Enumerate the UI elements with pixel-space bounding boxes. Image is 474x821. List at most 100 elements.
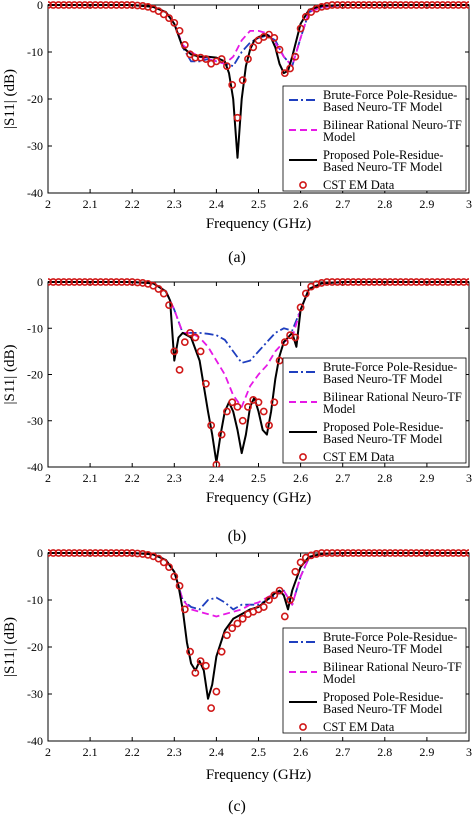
em-data-point — [191, 333, 200, 342]
em-data-point — [328, 1, 337, 9]
x-tick-label: 3 — [466, 471, 472, 485]
em-data-point — [323, 549, 331, 557]
em-data-point — [396, 549, 405, 557]
y-tick-label: -30 — [27, 139, 43, 153]
legend: Brute-Force Pole-Residue-Based Neuro-TF … — [282, 627, 467, 734]
em-data-point — [422, 549, 431, 557]
legend: Brute-Force Pole-Residue-Based Neuro-TF … — [282, 357, 467, 464]
em-data-point — [212, 460, 221, 467]
em-data-point — [407, 278, 416, 286]
em-data-point — [80, 278, 89, 286]
em-data-point — [422, 278, 431, 286]
em-data-point — [459, 549, 468, 557]
em-data-point — [454, 278, 463, 286]
em-data-point — [433, 278, 442, 286]
em-data-point — [159, 289, 168, 298]
x-axis-label: Frequency (GHz) — [206, 216, 311, 232]
x-tick-label: 2.5 — [251, 471, 266, 485]
y-tick-label: -20 — [27, 92, 43, 106]
em-data-point — [354, 1, 363, 9]
em-data-point — [349, 278, 358, 286]
em-data-point — [233, 402, 242, 411]
em-data-point — [328, 278, 337, 286]
em-data-point — [365, 1, 373, 9]
legend-label: Model — [323, 130, 356, 144]
em-data-point — [201, 55, 210, 63]
em-data-point — [207, 421, 216, 430]
em-data-point — [323, 2, 331, 10]
y-tick-label: -40 — [27, 186, 43, 200]
x-tick-label: 2.6 — [293, 471, 308, 485]
em-data-point — [138, 550, 147, 558]
em-data-point — [275, 586, 284, 595]
em-data-point — [454, 549, 463, 557]
x-tick-label: 2.4 — [209, 471, 224, 485]
em-data-point — [375, 278, 384, 286]
legend-label: Proposed Pole-Residue- — [323, 148, 443, 162]
em-data-point — [223, 631, 231, 640]
em-data-point — [49, 1, 58, 9]
em-data-point — [175, 582, 184, 590]
em-data-point — [91, 549, 100, 557]
em-data-point — [201, 379, 210, 388]
em-data-point — [165, 301, 173, 310]
series-group — [48, 1, 469, 159]
em-data-point — [133, 1, 142, 10]
em-data-point — [386, 1, 394, 9]
em-data-point — [59, 1, 68, 9]
legend-symbol-em — [299, 453, 307, 461]
em-data-point — [349, 549, 358, 557]
em-data-point — [444, 1, 452, 9]
legend-box — [282, 627, 467, 734]
y-tick-label: -10 — [27, 45, 43, 59]
em-data-point — [280, 612, 289, 621]
em-data-point — [233, 619, 242, 628]
em-data-point — [154, 285, 163, 293]
em-data-point — [438, 1, 447, 9]
em-data-point — [170, 18, 179, 27]
em-data-point — [349, 1, 358, 9]
x-tick-label: 2.4 — [209, 197, 224, 211]
em-data-point — [391, 278, 400, 286]
em-data-point — [317, 279, 326, 287]
em-data-point — [380, 549, 389, 557]
em-data-point — [428, 1, 437, 9]
x-tick-label: 2.3 — [167, 197, 182, 211]
em-data-point — [244, 402, 252, 411]
em-data-point — [123, 1, 131, 9]
em-data-point — [370, 549, 379, 557]
em-data-point — [96, 1, 105, 9]
em-data-point — [465, 549, 469, 557]
x-tick-label: 2.1 — [83, 471, 98, 485]
em-data-point — [359, 1, 368, 9]
em-data-point — [428, 549, 437, 557]
y-tick-label: -30 — [27, 687, 43, 701]
em-data-point — [48, 1, 52, 9]
em-data-point — [370, 278, 379, 286]
em-data-point — [433, 549, 442, 557]
em-data-point — [48, 278, 52, 286]
legend: Brute-Force Pole-Residue-Based Neuro-TF … — [282, 85, 467, 192]
em-data-point — [86, 278, 94, 286]
em-data-point — [265, 596, 273, 604]
em-data-point — [138, 2, 147, 10]
em-data-point — [123, 278, 131, 286]
em-data-point — [191, 668, 200, 677]
legend-label: Based Neuro-TF Model — [323, 642, 443, 656]
em-data-point — [128, 549, 137, 557]
y-tick-label: -40 — [27, 460, 43, 474]
em-data-point — [317, 549, 326, 557]
em-data-point — [48, 549, 52, 557]
em-data-point — [375, 1, 384, 9]
em-data-point — [70, 1, 79, 9]
em-data-point — [101, 549, 110, 557]
em-data-point — [128, 278, 137, 286]
em-data-point — [180, 41, 189, 49]
em-data-point — [244, 55, 252, 63]
legend-label: Based Neuro-TF Model — [323, 100, 443, 114]
em-data-point — [391, 549, 400, 557]
em-data-point — [259, 603, 268, 611]
legend-label: Brute-Force Pole-Residue- — [323, 630, 457, 644]
em-data-point — [407, 1, 416, 9]
em-data-point — [59, 278, 68, 286]
